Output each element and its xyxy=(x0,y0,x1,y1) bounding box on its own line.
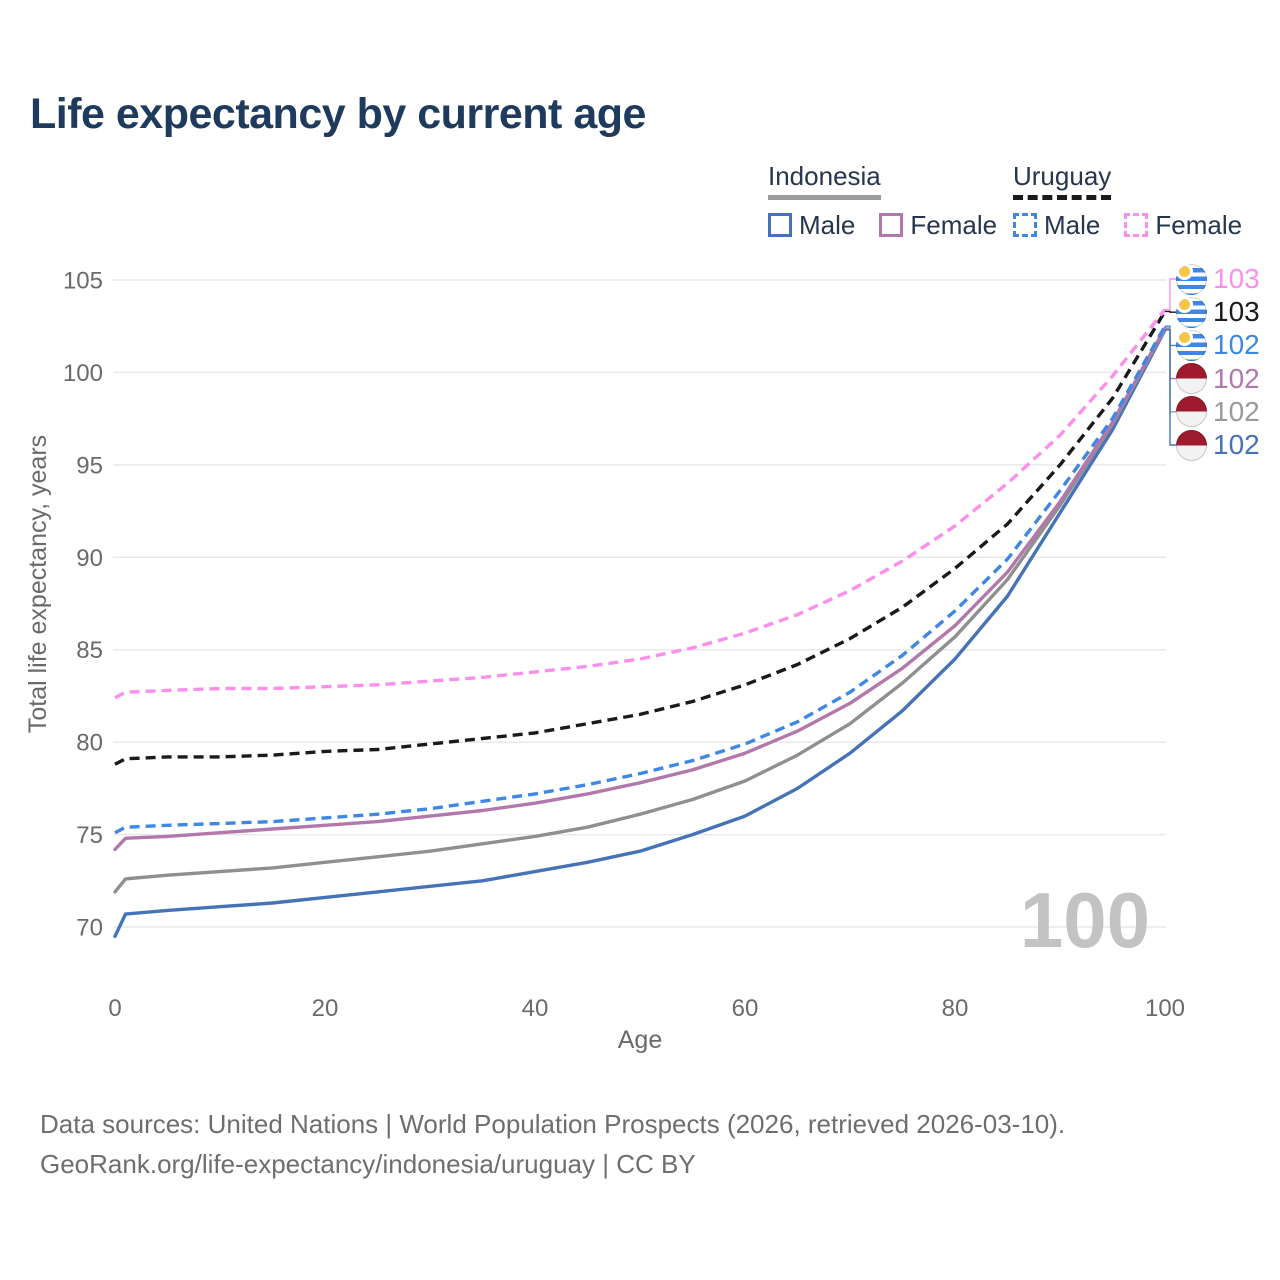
y-tick-label: 105 xyxy=(63,268,103,295)
uruguay-female-swatch-icon xyxy=(1124,213,1149,238)
y-tick-label: 85 xyxy=(76,637,103,664)
x-tick-label: 0 xyxy=(108,995,121,1022)
indonesia-female-swatch-icon xyxy=(879,213,904,238)
x-tick-label: 80 xyxy=(942,995,969,1022)
line-uruguay-female xyxy=(114,308,1167,700)
legend-group-indonesia: Indonesia Male Female xyxy=(768,161,997,241)
line-indonesia-male xyxy=(113,328,1167,938)
line-indonesia-female xyxy=(113,326,1167,852)
x-axis-title: Age xyxy=(618,1026,662,1054)
end-label-connector xyxy=(1165,310,1176,313)
end-label-connector xyxy=(1165,329,1176,446)
line-uruguay-both-sexes xyxy=(114,310,1167,766)
legend-group-indonesia-label[interactable]: Indonesia xyxy=(768,161,881,200)
end-label-connector xyxy=(1165,278,1176,311)
uruguay-male-swatch-icon xyxy=(1013,213,1037,238)
legend-items-uruguay: Male Female xyxy=(1013,210,1242,241)
legend-item-indonesia-female[interactable]: Female xyxy=(879,210,997,241)
x-tick-label: 40 xyxy=(522,995,549,1022)
y-axis-title: Total life expectancy, years xyxy=(24,435,52,733)
legend-group-uruguay: Uruguay Male Female xyxy=(1013,161,1242,241)
y-tick-label: 80 xyxy=(76,730,103,757)
legend-items-indonesia: Male Female xyxy=(768,210,997,241)
x-tick-label: 100 xyxy=(1145,995,1185,1022)
y-tick-label: 90 xyxy=(76,545,103,572)
line-indonesia-both-sexes xyxy=(113,327,1167,894)
legend-item-label: Female xyxy=(910,209,998,240)
page-title: Life expectancy by current age xyxy=(30,90,646,138)
x-tick-label: 20 xyxy=(312,995,339,1022)
legend-item-label: Male xyxy=(1044,209,1101,240)
footer-sources: Data sources: United Nations | World Pop… xyxy=(40,1109,1066,1139)
footer: Data sources: United Nations | World Pop… xyxy=(40,1104,1065,1184)
indonesia-male-swatch-icon xyxy=(768,213,792,238)
legend-item-indonesia-male[interactable]: Male xyxy=(768,210,855,241)
legend-item-uruguay-female[interactable]: Female xyxy=(1124,210,1242,241)
y-tick-label: 75 xyxy=(76,822,103,849)
footer-link: GeoRank.org/life-expectancy/indonesia/ur… xyxy=(40,1149,696,1179)
age-watermark: 100 xyxy=(1020,876,1150,964)
legend-group-uruguay-label[interactable]: Uruguay xyxy=(1013,161,1112,200)
legend-item-label: Male xyxy=(799,209,856,240)
legend-item-label: Female xyxy=(1155,209,1243,240)
y-tick-label: 100 xyxy=(63,360,103,387)
y-tick-label: 70 xyxy=(76,915,103,942)
y-tick-label: 95 xyxy=(76,452,103,479)
line-uruguay-male xyxy=(114,325,1167,835)
legend-item-uruguay-male[interactable]: Male xyxy=(1013,210,1100,241)
x-tick-label: 60 xyxy=(732,995,759,1022)
